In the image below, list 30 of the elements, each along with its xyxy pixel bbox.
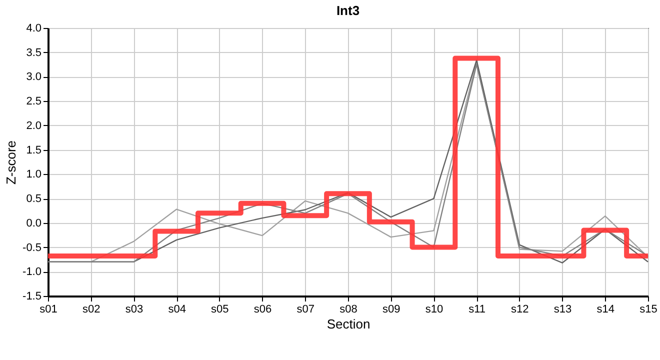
x-tick-label: s08 [340,304,358,316]
x-tick-label: s12 [511,304,529,316]
y-tick-label: 0.0 [26,217,42,230]
x-tick-label: s04 [168,304,186,316]
x-axis-title: Section [326,316,370,332]
x-tick-label: s15 [640,304,658,316]
y-tick-label: 3.0 [26,71,42,84]
y-tick-label: -0.5 [22,242,42,254]
y-tick-label: 0.5 [26,193,42,206]
x-tick-label: s03 [125,304,144,316]
y-tick-label: 2.5 [26,96,42,108]
y-tick-label: 2.0 [26,120,42,132]
x-tick-label: s11 [468,304,486,316]
x-tick-label: s09 [382,304,400,316]
y-tick-label: 1.5 [26,144,42,156]
y-tick-label: 1.0 [26,168,42,181]
x-tick-label: s13 [554,304,572,316]
chart-title: Int3 [336,3,360,18]
y-tick-label: 3.5 [26,46,42,59]
y-axis-title: Z-score [4,140,19,185]
y-tick-label: 4.0 [26,22,42,34]
y-tick-label: -1.0 [22,266,42,278]
x-tick-label: s01 [40,304,58,316]
x-tick-label: s05 [211,304,229,316]
x-tick-label: s10 [425,304,444,316]
x-tick-label: s14 [596,304,615,316]
x-tick-label: s07 [296,304,315,316]
y-tick-label: -1.5 [22,290,42,302]
x-tick-label: s02 [82,304,100,316]
x-tick-label: s06 [254,304,272,316]
